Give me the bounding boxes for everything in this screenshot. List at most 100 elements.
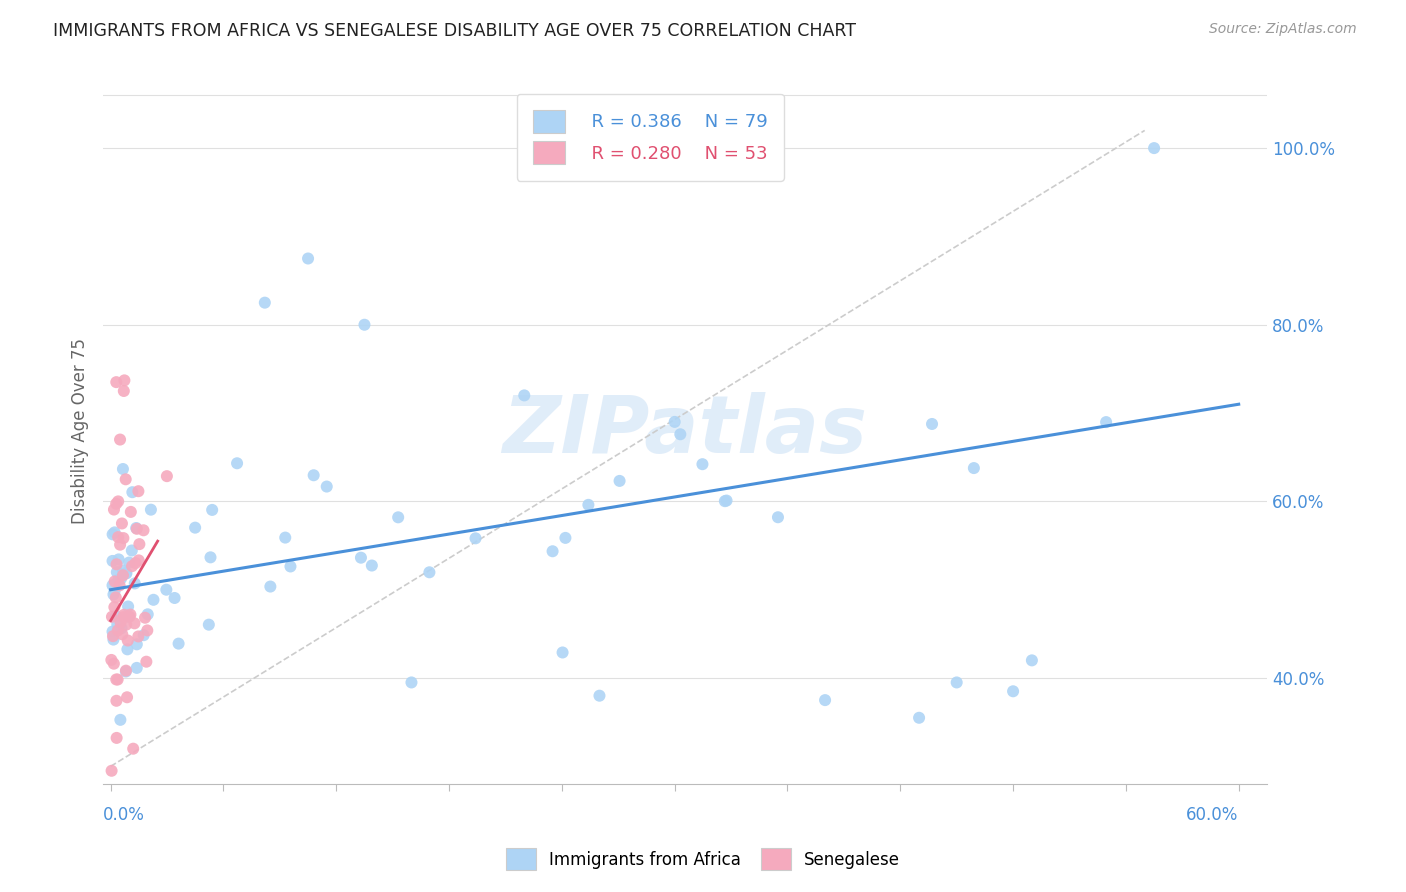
Point <box>554 531 576 545</box>
Point <box>111 627 134 641</box>
Point <box>125 522 148 536</box>
Point <box>124 556 146 570</box>
Point <box>664 415 686 429</box>
Point <box>117 633 139 648</box>
Point <box>353 318 375 332</box>
Point <box>155 582 177 597</box>
Point <box>551 645 574 659</box>
Point <box>136 607 159 622</box>
Point <box>112 531 135 545</box>
Point <box>118 556 141 570</box>
Point <box>118 609 141 624</box>
Point <box>111 462 134 476</box>
Point <box>201 503 224 517</box>
Point <box>766 510 789 524</box>
Point <box>110 713 132 727</box>
Point <box>101 629 124 643</box>
Y-axis label: Disability Age Over 75: Disability Age Over 75 <box>72 338 89 524</box>
Point <box>107 624 129 638</box>
Legend: Immigrants from Africa, Senegalese: Immigrants from Africa, Senegalese <box>499 842 907 877</box>
Point <box>107 552 129 566</box>
Point <box>112 610 135 624</box>
Point <box>115 566 138 581</box>
Point <box>108 578 131 592</box>
Point <box>716 493 738 508</box>
Point <box>127 630 149 644</box>
Point <box>103 502 125 516</box>
Point <box>110 572 132 586</box>
Point <box>297 252 319 266</box>
Point <box>315 479 337 493</box>
Point <box>921 417 943 431</box>
Point <box>103 587 125 601</box>
Point <box>125 521 148 535</box>
Text: ZIPatlas: ZIPatlas <box>502 392 868 470</box>
Point <box>111 563 134 577</box>
Point <box>110 621 132 635</box>
Point <box>104 609 127 624</box>
Point <box>124 576 146 591</box>
Point <box>112 373 135 387</box>
Point <box>360 558 382 573</box>
Point <box>1095 415 1118 429</box>
Point <box>112 607 135 622</box>
Point <box>125 661 148 675</box>
Point <box>101 554 124 568</box>
Point <box>110 615 132 630</box>
Point <box>128 537 150 551</box>
Point <box>111 568 134 582</box>
Point <box>122 741 145 756</box>
Point <box>127 484 149 499</box>
Point <box>108 433 131 447</box>
Text: 60.0%: 60.0% <box>1187 806 1239 824</box>
Point <box>259 580 281 594</box>
Point <box>692 457 714 471</box>
Point <box>101 578 124 592</box>
Point <box>107 530 129 544</box>
Point <box>253 295 276 310</box>
Point <box>103 657 125 671</box>
Point <box>121 485 143 500</box>
Point <box>125 637 148 651</box>
Point <box>588 689 610 703</box>
Point <box>103 525 125 540</box>
Point <box>124 616 146 631</box>
Point <box>198 617 221 632</box>
Point <box>350 550 373 565</box>
Point <box>184 521 207 535</box>
Point <box>117 642 139 657</box>
Point <box>128 553 150 567</box>
Point <box>302 468 325 483</box>
Point <box>100 653 122 667</box>
Point <box>105 375 128 389</box>
Point <box>142 592 165 607</box>
Point <box>280 559 302 574</box>
Point <box>120 607 142 622</box>
Point <box>103 632 125 647</box>
Point <box>100 764 122 778</box>
Legend:   R = 0.386    N = 79,   R = 0.280    N = 53: R = 0.386 N = 79, R = 0.280 N = 53 <box>516 94 783 180</box>
Point <box>101 527 124 541</box>
Point <box>107 574 129 588</box>
Point <box>115 664 138 678</box>
Point <box>105 565 128 579</box>
Point <box>576 498 599 512</box>
Point <box>105 731 128 745</box>
Point <box>114 472 136 486</box>
Point <box>132 628 155 642</box>
Point <box>104 574 127 589</box>
Point <box>1143 141 1166 155</box>
Point <box>541 544 564 558</box>
Point <box>107 494 129 508</box>
Point <box>945 675 967 690</box>
Point <box>167 637 190 651</box>
Point <box>105 558 128 572</box>
Point <box>112 384 135 398</box>
Point <box>111 516 134 531</box>
Point <box>105 673 128 687</box>
Point <box>105 617 128 632</box>
Point <box>814 693 837 707</box>
Text: IMMIGRANTS FROM AFRICA VS SENEGALESE DISABILITY AGE OVER 75 CORRELATION CHART: IMMIGRANTS FROM AFRICA VS SENEGALESE DIS… <box>53 22 856 40</box>
Point <box>387 510 409 524</box>
Text: Source: ZipAtlas.com: Source: ZipAtlas.com <box>1209 22 1357 37</box>
